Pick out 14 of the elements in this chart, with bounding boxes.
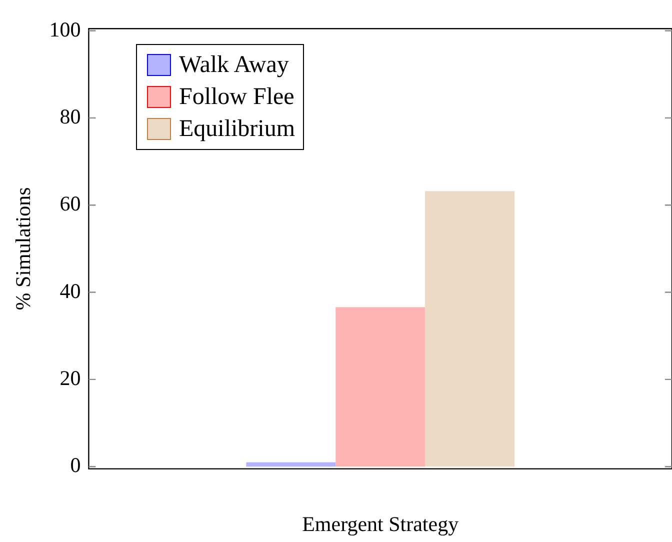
bar	[336, 307, 426, 467]
y-tick-label: 40	[60, 278, 81, 303]
bar	[425, 191, 515, 467]
y-tick-label: 80	[60, 104, 81, 128]
legend-label: Follow Flee	[179, 83, 294, 112]
y-tick-label: 20	[60, 366, 81, 390]
legend-label: Walk Away	[179, 51, 289, 80]
x-axis-title: Emergent Strategy	[302, 512, 460, 536]
y-tick-label: 100	[49, 17, 81, 42]
y-tick-label: 0	[70, 453, 81, 478]
y-axis-title: % Simulations	[11, 187, 36, 310]
y-tick-label: 60	[60, 192, 81, 216]
legend-label: Equilibrium	[179, 115, 295, 144]
bar	[246, 462, 336, 467]
